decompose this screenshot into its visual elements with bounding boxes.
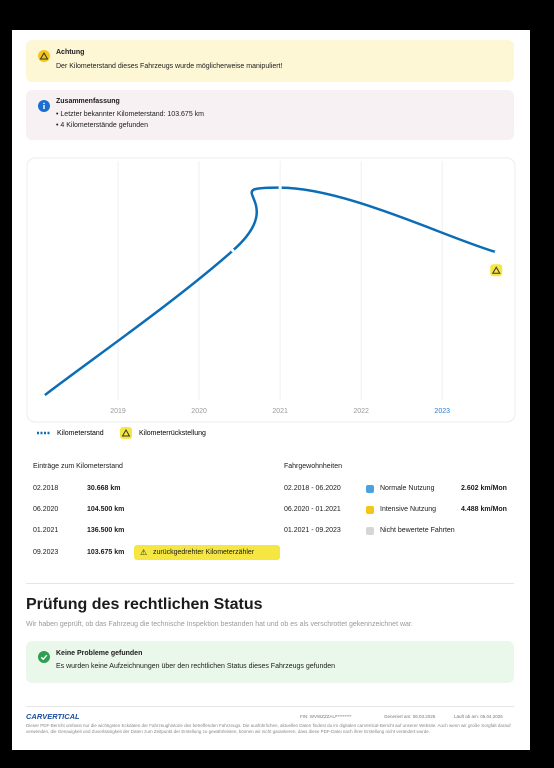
rollback-marker-bg [490, 264, 503, 277]
entries-title: Einträge zum Kilometerstand [33, 463, 123, 470]
habit-label: Nicht bewertete Fahrten [380, 527, 455, 534]
habit-period: 02.2018 - 06.2020 [284, 485, 341, 492]
x-tick-label: 2020 [191, 408, 207, 415]
habits-title: Fahrgewohnheiten [284, 463, 342, 470]
result-box [26, 641, 514, 683]
habit-swatch [366, 506, 374, 514]
legend-rollback-triangle [121, 429, 131, 437]
rollback-marker [490, 264, 503, 277]
divider [26, 706, 514, 707]
rollback-flag [134, 545, 280, 560]
generated-date: Generiert am: 06.03.2026 [384, 714, 436, 719]
summary-box [26, 90, 514, 140]
data-point [494, 250, 498, 254]
summary-item: • 4 Kilometerstände gefunden [56, 122, 148, 129]
report-page: Achtung Der Kilometerstand dieses Fahrze… [12, 30, 530, 750]
brand-logo: CARVERTICAL [26, 712, 80, 721]
entry-km: 136.500 km [87, 527, 125, 534]
expiry-date: Läuft ab am: 05.04.2026 [454, 714, 503, 719]
mileage-line [42, 186, 497, 397]
disclaimer: Dieser PDF-Bericht umfasst nur die wicht… [26, 723, 511, 734]
entry-date: 09.2023 [33, 549, 59, 556]
data-point [231, 248, 235, 253]
fin: FIN: WVWZZZAU********* [300, 714, 352, 719]
summary-item-text: Letzter bekannter Kilometerstand: 103.67… [60, 111, 204, 118]
x-tick-label: 2019 [110, 408, 126, 415]
info-icon [38, 100, 50, 112]
habit-label: Normale Nutzung [380, 485, 435, 492]
summary-item-text: 4 Kilometerstände gefunden [60, 122, 148, 129]
entry-km: 30.668 km [87, 485, 121, 492]
check-icon [38, 651, 50, 663]
legend-label: Kilometerstand [57, 430, 104, 437]
entry-date: 01.2021 [33, 527, 59, 534]
summary-title: Zusammenfassung [56, 98, 120, 105]
habit-label: Intensive Nutzung [380, 506, 437, 513]
habit-rate: 2.602 km/Mon [461, 485, 507, 492]
alert-box [26, 40, 514, 82]
entry-km: 104.500 km [87, 506, 125, 513]
rollback-flag-text: zurückgedrehter Kilometerzähler [153, 549, 255, 556]
entry-date: 06.2020 [33, 506, 59, 513]
legend-label: Kilometerrückstellung [139, 430, 206, 437]
habit-rate: 4.488 km/Mon [461, 506, 507, 513]
entry-date: 02.2018 [33, 485, 59, 492]
result-text: Es wurden keine Aufzeichnungen über den … [56, 663, 336, 670]
habit-period: 06.2020 - 01.2021 [284, 506, 341, 513]
legal-text: Wir haben geprüft, ob das Fahrzeug die t… [26, 621, 413, 628]
x-tick-label: 2022 [353, 408, 369, 415]
entry-km: 103.675 km [87, 549, 125, 556]
x-tick-label: 2021 [272, 408, 288, 415]
rollback-flag-icon: ⚠ [140, 548, 148, 557]
alert-title: Achtung [56, 49, 85, 56]
chart-frame [26, 157, 516, 423]
data-point [278, 186, 282, 190]
x-tick-label: 2023 [434, 408, 450, 415]
legend-rollback-bg [120, 427, 132, 439]
habit-period: 01.2021 - 09.2023 [284, 527, 341, 534]
legend-rollback-icon [120, 427, 132, 439]
result-title: Keine Probleme gefunden [56, 650, 143, 657]
chart: 2019 2020 2021 2022 2023 Kilometerstand Kilome… [26, 157, 516, 439]
habit-swatch [366, 485, 374, 493]
rollback-marker-icon [491, 266, 501, 274]
divider [26, 583, 514, 584]
data-point [42, 394, 46, 398]
summary-item: • Letzter bekannter Kilometerstand: 103.… [56, 111, 204, 118]
alert-text: Der Kilometerstand dieses Fahrzeugs wurd… [56, 63, 283, 70]
legal-heading: Prüfung des rechtlichen Status [26, 596, 263, 613]
warning-icon [38, 50, 50, 62]
habit-swatch [366, 527, 374, 535]
